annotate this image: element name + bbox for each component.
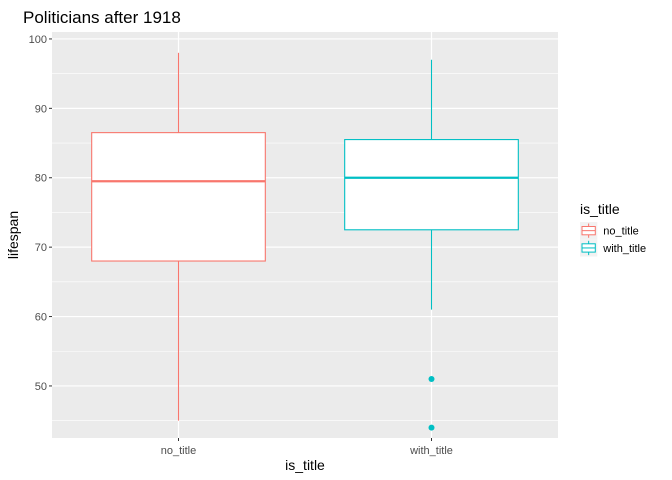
legend-title: is_title xyxy=(580,201,620,217)
x-axis-ticks: no_title with_title xyxy=(161,438,453,457)
y-tick-label: 50 xyxy=(35,381,47,393)
y-tick-label: 60 xyxy=(35,312,47,324)
chart-title: Politicians after 1918 xyxy=(23,8,181,27)
y-axis-ticks: 50 60 70 80 90 100 xyxy=(29,34,52,393)
outlier-point xyxy=(428,376,435,383)
box-with_title xyxy=(344,59,519,431)
legend-item-no_title: no_title xyxy=(580,222,639,240)
y-tick-label: 70 xyxy=(35,242,47,254)
boxes xyxy=(91,52,519,431)
x-tick-label: with_title xyxy=(409,445,453,457)
box-no_title xyxy=(91,52,266,421)
box-iqr xyxy=(91,132,266,262)
x-axis-title: is_title xyxy=(285,457,325,473)
y-tick-label: 80 xyxy=(35,173,47,185)
y-tick-label: 100 xyxy=(29,34,47,46)
box-iqr xyxy=(344,139,519,231)
legend-label: no_title xyxy=(603,226,638,238)
y-axis-title: lifespan xyxy=(5,211,21,259)
y-tick-label: 90 xyxy=(35,103,47,115)
legend-item-with_title: with_title xyxy=(580,239,646,257)
legend-label: with_title xyxy=(602,243,646,255)
outlier-point xyxy=(428,424,435,431)
x-tick-label: no_title xyxy=(161,445,196,457)
legend: is_title no_title with_title xyxy=(580,201,646,257)
